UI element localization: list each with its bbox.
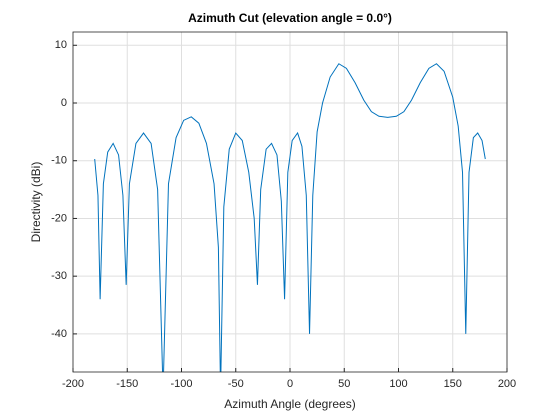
x-axis-label: Azimuth Angle (degrees) [224, 397, 355, 411]
y-tick-label: -20 [51, 212, 67, 224]
x-tick-label: 0 [287, 378, 293, 390]
y-tick-label: -10 [51, 155, 67, 167]
x-tick-label: -50 [228, 378, 244, 390]
y-tick-label: 10 [55, 39, 67, 51]
chart-title: Azimuth Cut (elevation angle = 0.0°) [188, 11, 392, 25]
x-tick-label: 200 [498, 378, 516, 390]
x-tick-label: 150 [444, 378, 462, 390]
y-tick-label: -40 [51, 328, 67, 340]
x-tick-label: -100 [170, 378, 192, 390]
x-tick-label: 100 [389, 378, 407, 390]
data-line [94, 63, 486, 372]
x-tick-label: 50 [338, 378, 350, 390]
y-axis-label: Directivity (dBi) [29, 162, 43, 243]
x-tick-label: -200 [62, 378, 84, 390]
y-tick-label: 0 [61, 97, 67, 109]
x-tick-label: -150 [116, 378, 138, 390]
axes-box [72, 31, 508, 373]
y-tick-label: -30 [51, 270, 67, 282]
